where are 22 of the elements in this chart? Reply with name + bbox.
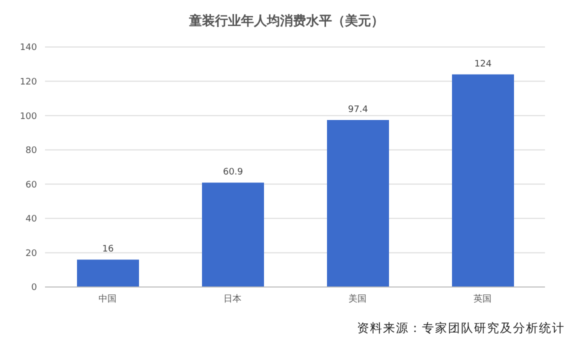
- bar: [202, 182, 264, 287]
- text: 资料来源：专家团队研究及分析统计: [357, 320, 565, 337]
- chart-title: 童装行业年人均消费水平（美元）: [188, 12, 385, 30]
- y-tick-label: 20: [26, 248, 38, 259]
- x-tick-label: 中国: [98, 293, 116, 304]
- data-label: 97.4: [348, 105, 368, 116]
- y-tick-label: 140: [20, 43, 38, 54]
- y-tick-label: 100: [20, 112, 38, 122]
- data-label: 16: [102, 244, 114, 255]
- y-tick-label: 0: [31, 283, 38, 294]
- bar: [327, 120, 389, 287]
- data-label: 60.9: [222, 168, 244, 178]
- data-label: 124: [474, 59, 492, 70]
- y-tick-label: 40: [26, 214, 38, 225]
- x-tick-label: 美国: [348, 293, 366, 304]
- x-tick-label: 英国: [474, 293, 492, 304]
- y-tick-label: 120: [20, 77, 38, 88]
- y-tick-label: 80: [26, 146, 38, 156]
- bar: [77, 260, 139, 287]
- x-tick-label: 日本: [224, 293, 242, 304]
- y-tick-label: 60: [26, 180, 38, 190]
- bar: [452, 74, 514, 287]
